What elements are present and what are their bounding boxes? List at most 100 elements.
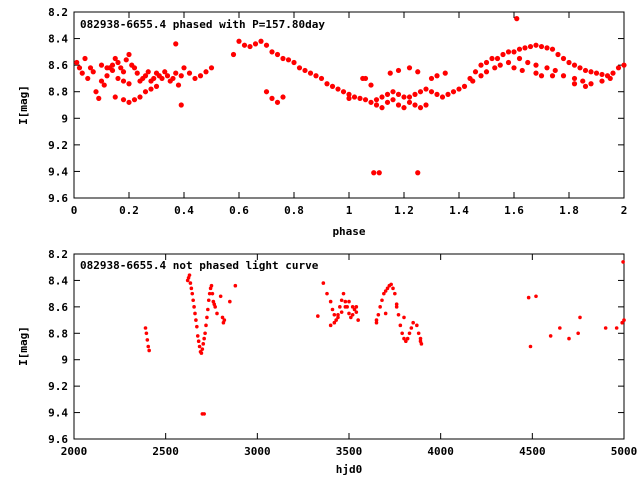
data-point [74, 59, 80, 66]
data-point [390, 89, 396, 95]
unphased-light-curve-panel: 2000 2500 3000 3500 4000 4500 5000 8.2 8.4 8.6 8.8… [17, 248, 637, 476]
data-point [328, 323, 333, 328]
data-point [336, 315, 340, 320]
data-point [144, 331, 149, 336]
data-point [313, 73, 319, 79]
x-tick-label: 1 [346, 204, 353, 217]
data-point [576, 331, 580, 336]
y-tick-label: 9.6 [48, 433, 68, 446]
data-point [241, 42, 248, 48]
data-point [401, 105, 407, 111]
data-point [500, 51, 506, 58]
data-point [143, 326, 148, 330]
y-axis-label: I[mag] [17, 85, 30, 125]
data-point [428, 89, 435, 95]
data-point [340, 89, 347, 95]
x-tick-label: 2500 [152, 445, 179, 458]
y-axis-label: I[mag] [17, 326, 30, 366]
data-point [357, 95, 363, 101]
data-point [514, 16, 520, 22]
data-point [186, 70, 193, 76]
data-point [560, 55, 567, 62]
data-point [478, 73, 484, 79]
data-point [115, 75, 121, 82]
data-point [352, 307, 357, 312]
x-tick-label: 0.4 [174, 204, 194, 217]
data-point [571, 62, 578, 68]
x-tick-label: 1.8 [559, 204, 579, 217]
data-point [373, 102, 380, 108]
y-tick-label: 8.6 [48, 59, 68, 72]
data-point [470, 78, 476, 84]
data-point [538, 43, 545, 50]
data-point [335, 86, 341, 92]
data-point [134, 70, 140, 76]
y-tick-label: 8.4 [48, 33, 68, 46]
data-point [126, 81, 132, 87]
data-point [316, 314, 320, 318]
data-point [412, 102, 418, 108]
data-point [588, 69, 594, 75]
data-point [195, 324, 199, 329]
data-point [511, 65, 517, 71]
chart-title: 082938-6655.4 phased with P=157.80day [80, 18, 325, 31]
x-tick-label: 0 [71, 204, 78, 217]
data-point [302, 67, 308, 74]
data-point [378, 305, 382, 309]
data-point [191, 298, 195, 303]
data-point [178, 102, 184, 108]
data-point [350, 305, 355, 309]
data-point [409, 326, 414, 330]
data-points [74, 16, 627, 176]
data-point [434, 91, 440, 97]
data-point [406, 65, 413, 71]
data-point [206, 298, 211, 303]
data-point [334, 318, 338, 322]
data-point [93, 89, 99, 95]
data-point [548, 334, 553, 338]
data-point [492, 65, 498, 71]
data-point [533, 70, 539, 76]
data-point [209, 283, 214, 288]
data-point [202, 336, 206, 341]
y-tick-label: 8.2 [48, 248, 68, 261]
data-point [394, 302, 399, 307]
data-point [339, 298, 344, 303]
x-tick-label: 1.4 [449, 204, 469, 217]
data-point [404, 339, 408, 344]
data-point [505, 49, 512, 55]
data-point [195, 334, 200, 338]
data-point [142, 89, 149, 95]
data-point [173, 41, 179, 47]
y-tick-label: 9.2 [48, 139, 68, 152]
data-point [350, 312, 355, 317]
data-point [394, 305, 399, 309]
data-point [318, 75, 325, 82]
data-point [544, 45, 550, 51]
data-point [101, 82, 107, 88]
data-point [145, 338, 150, 342]
x-tick-label: 1.6 [504, 204, 524, 217]
data-point [393, 291, 397, 296]
data-point [527, 43, 534, 50]
data-point [560, 73, 567, 79]
data-point [98, 78, 105, 84]
data-point [599, 78, 605, 84]
data-point [406, 94, 413, 100]
data-point [373, 97, 380, 103]
data-point [415, 323, 419, 328]
data-point [197, 344, 202, 349]
data-point [423, 86, 429, 92]
data-point [189, 286, 194, 291]
axis-ticks: 2000 2500 3000 3500 4000 4500 5000 8.2 8.4 8.6 8.8… [48, 248, 637, 458]
data-point [385, 286, 390, 291]
y-tick-label: 8.2 [48, 6, 68, 19]
data-point [202, 412, 206, 416]
data-point [419, 342, 424, 346]
data-point [197, 73, 204, 79]
data-point [428, 75, 435, 82]
data-point [401, 94, 407, 100]
data-point [483, 69, 490, 75]
data-point [383, 311, 388, 316]
